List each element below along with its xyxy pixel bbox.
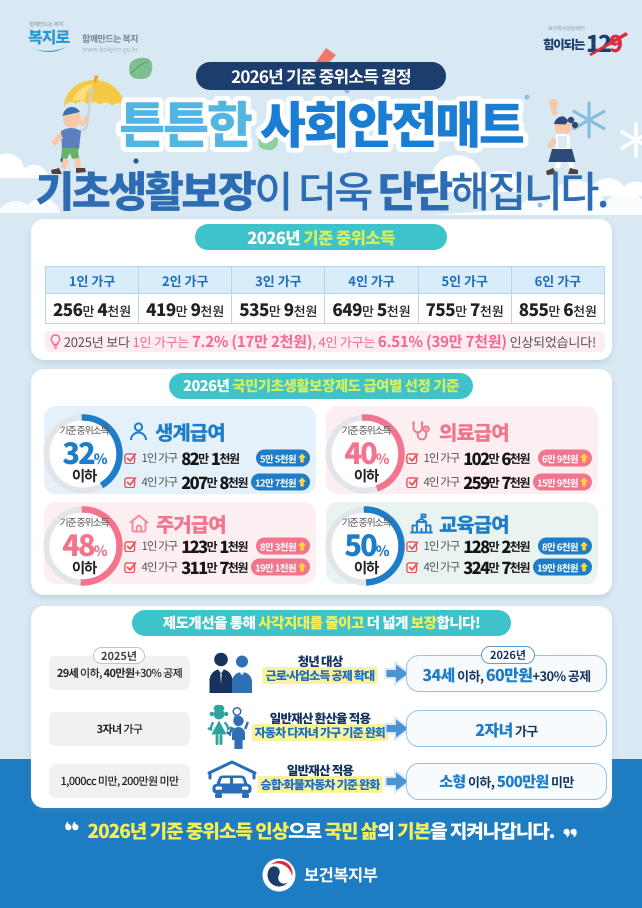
svg-text:복지로: 복지로 xyxy=(28,24,70,48)
svg-text:함께만드는 복지: 함께만드는 복지 xyxy=(82,32,138,45)
svg-text:보건복지부: 보건복지부 xyxy=(304,862,378,886)
svg-text:힘이되는: 힘이되는 xyxy=(543,34,586,53)
svg-text:함께만드는 복지: 함께만드는 복지 xyxy=(29,20,64,28)
svg-text:보건복지상담센터: 보건복지상담센터 xyxy=(548,25,585,32)
svg-text:튼튼한 사회안전매트: 튼튼한 사회안전매트 xyxy=(119,96,524,158)
svg-text:www.bokjiro.go.kr: www.bokjiro.go.kr xyxy=(82,44,139,54)
svg-text:9: 9 xyxy=(609,25,623,56)
